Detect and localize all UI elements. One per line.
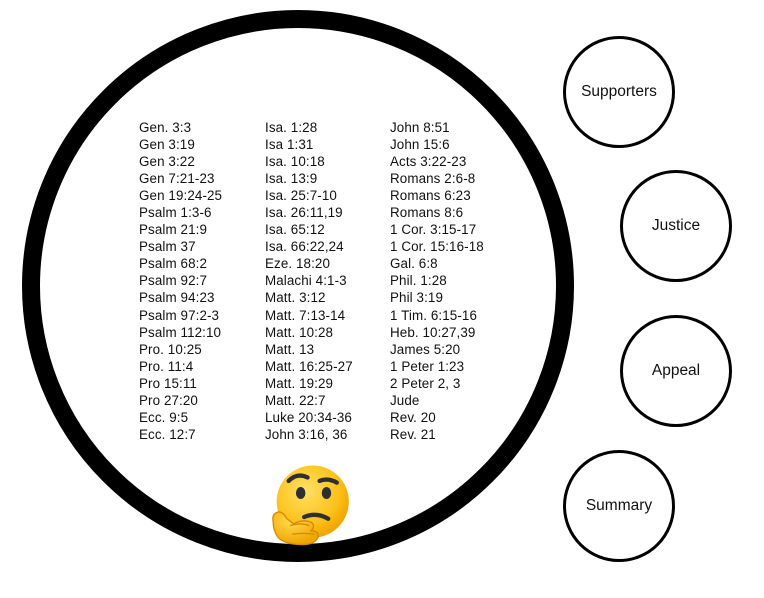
scripture-reference: Isa. 10:18 — [265, 154, 325, 170]
scripture-reference: Rev. 20 — [390, 409, 436, 425]
scripture-reference: Romans 6:23 — [390, 188, 471, 204]
scripture-reference: John 15:6 — [390, 137, 450, 153]
scripture-reference: Luke 20:34-36 — [265, 409, 352, 425]
scripture-reference: Acts 3:22-23 — [390, 154, 467, 170]
scripture-reference: Pro 15:11 — [139, 375, 197, 391]
scripture-reference: Matt. 16:25-27 — [265, 358, 353, 374]
scripture-reference: Malachi 4:1-3 — [265, 273, 347, 289]
scripture-reference: Matt. 3:12 — [265, 290, 326, 306]
scripture-reference: Isa. 25:7-10 — [265, 188, 337, 204]
scripture-reference: Matt. 19:29 — [265, 375, 334, 391]
scripture-reference: Heb. 10:27,39 — [390, 324, 476, 340]
scripture-reference: John 8:51 — [390, 120, 450, 135]
scripture-reference: Romans 2:6-8 — [390, 171, 476, 187]
scripture-reference: Romans 8:6 — [390, 205, 464, 221]
scripture-reference: 1 Tim. 6:15-16 — [390, 307, 477, 323]
scripture-reference: Gal. 6:8 — [390, 256, 438, 272]
scripture-reference: Phil 3:19 — [390, 290, 444, 306]
scripture-reference: Matt. 13 — [265, 341, 315, 357]
scripture-reference: Pro. 10:25 — [139, 341, 202, 357]
scripture-reference: Isa 1:31 — [265, 137, 314, 153]
scripture-reference: Rev. 21 — [390, 426, 436, 442]
scripture-reference: Gen 7:21-23 — [139, 171, 215, 187]
scripture-reference: Psalm 112:10 — [139, 324, 222, 340]
scripture-reference: 1 Cor. 3:15-17 — [390, 222, 477, 238]
scripture-reference: Isa. 26:11,19 — [265, 205, 343, 221]
scripture-reference: Pro 27:20 — [139, 392, 198, 408]
summary-button[interactable]: Summary — [563, 450, 675, 562]
scripture-reference: 1 Cor. 15:16-18 — [390, 239, 484, 255]
reference-column-3: John 8:51 John 15:6 Acts 3:22-23 Romans 2:6… — [390, 119, 484, 443]
scripture-reference: Psalm 94:23 — [139, 290, 215, 306]
scripture-reference: Eze. 18:20 — [265, 256, 331, 272]
summary-label: Summary — [585, 497, 653, 514]
supporters-label: Supporters — [581, 83, 657, 100]
scripture-reference: Phil. 1:28 — [390, 273, 447, 289]
scripture-reference: 1 Peter 1:23 — [390, 358, 465, 374]
scripture-reference: Psalm 1:3-6 — [139, 205, 212, 221]
reference-column-1: Gen. 3:3 Gen 3:19 Gen 3:22 Gen 7:21-23 Gen 1… — [139, 119, 222, 443]
scripture-reference: Psalm 21:9 — [139, 222, 207, 238]
thinking-face-icon — [272, 465, 349, 546]
supporters-button[interactable]: Supporters — [563, 36, 675, 148]
scripture-reference: Isa. 13:9 — [265, 171, 318, 187]
reference-column-2: Isa. 1:28 Isa 1:31 Isa. 10:18 Isa. 13:9 Isa.… — [265, 119, 353, 443]
scripture-reference: Jude — [390, 392, 420, 408]
scripture-reference: John 3:16, 36 — [265, 426, 348, 442]
justice-button[interactable]: Justice — [620, 170, 732, 282]
scripture-reference: Psalm 37 — [139, 239, 196, 255]
scripture-reference: Isa. 66:22,24 — [265, 239, 344, 255]
scripture-reference: Gen 3:22 — [139, 154, 195, 170]
scripture-reference: Isa. 1:28 — [265, 120, 318, 135]
scripture-reference: Matt. 22:7 — [265, 392, 326, 408]
scripture-reference: 2 Peter 2, 3 — [390, 375, 461, 391]
justice-label: Justice — [651, 217, 701, 234]
scripture-reference: Gen 19:24-25 — [139, 188, 223, 204]
scripture-reference: Pro. 11:4 — [139, 358, 194, 374]
scripture-reference: Matt. 7:13-14 — [265, 307, 346, 323]
scripture-reference: Psalm 97:2-3 — [139, 307, 220, 323]
scripture-reference: James 5:20 — [390, 341, 461, 357]
appeal-button[interactable]: Appeal — [620, 315, 732, 427]
scripture-reference: Gen 3:19 — [139, 137, 195, 153]
scripture-reference: Ecc. 9:5 — [139, 409, 189, 425]
scripture-reference: Ecc. 12:7 — [139, 426, 196, 442]
scripture-reference: Psalm 92:7 — [139, 273, 207, 289]
appeal-label: Appeal — [651, 362, 701, 379]
scripture-reference: Gen. 3:3 — [139, 120, 192, 135]
scripture-reference: Matt. 10:28 — [265, 324, 334, 340]
scripture-reference: Psalm 68:2 — [139, 256, 207, 272]
scripture-reference: Isa. 65:12 — [265, 222, 325, 238]
